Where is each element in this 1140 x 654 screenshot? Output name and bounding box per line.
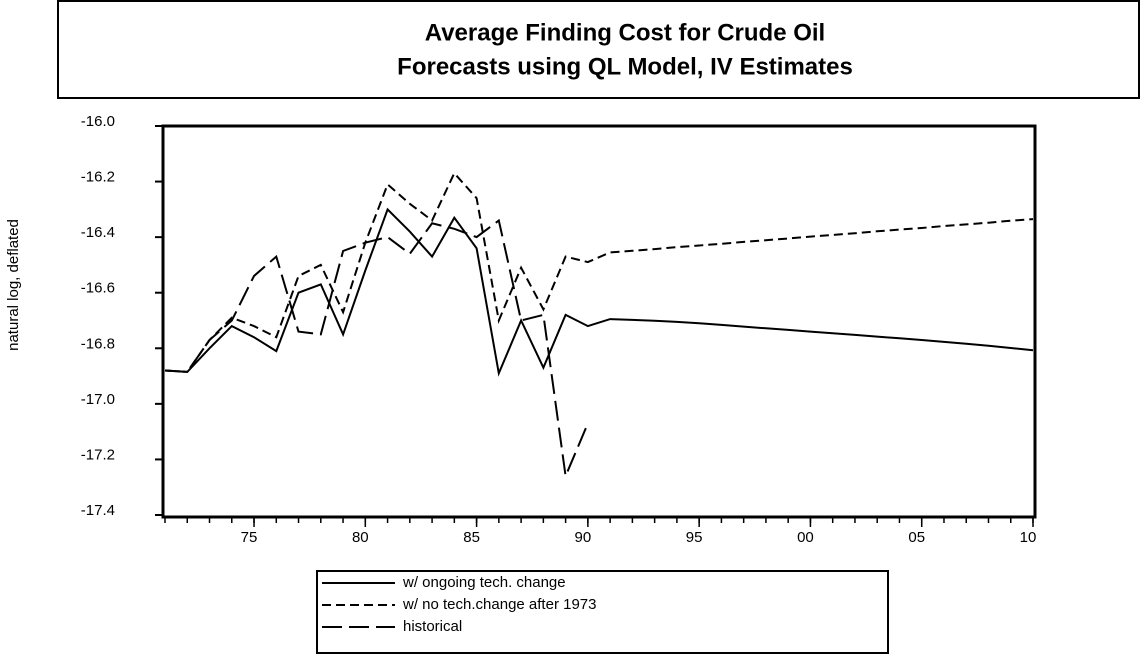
y-tick-label: -17.2 [81,446,115,463]
x-tick-label: 00 [797,529,814,546]
x-tick-label: 95 [686,529,703,546]
x-tick-label: 10 [1020,529,1037,546]
y-tick-label: -16.6 [81,280,115,297]
series-line [164,218,589,480]
legend-label: historical [403,618,462,635]
y-tick-label: -17.0 [81,391,115,408]
plot-frame [161,124,1037,519]
x-tick-label: 80 [352,529,369,546]
series-line [164,171,1034,373]
title-box [57,0,1140,99]
x-tick-label: 85 [463,529,480,546]
chart-subtitle: Forecasts using QL Model, IV Estimates [397,53,853,80]
y-tick-label: -16.2 [81,169,115,186]
chart-title: Average Finding Cost for Crude Oil [425,19,825,46]
x-tick-label: 90 [575,529,592,546]
series-line [164,207,1034,377]
x-tick-label: 05 [908,529,925,546]
y-tick-label: -16.8 [81,335,115,352]
y-tick-label: -17.4 [81,502,115,519]
y-tick-label: -16.4 [81,224,115,241]
y-tick-label: -16.0 [81,113,115,130]
y-axis-label: natural log, deflated [5,219,22,351]
legend-label: w/ ongoing tech. change [402,574,566,591]
legend-label: w/ no tech.change after 1973 [402,596,596,613]
x-tick-label: 75 [241,529,258,546]
legend-box [316,570,889,654]
